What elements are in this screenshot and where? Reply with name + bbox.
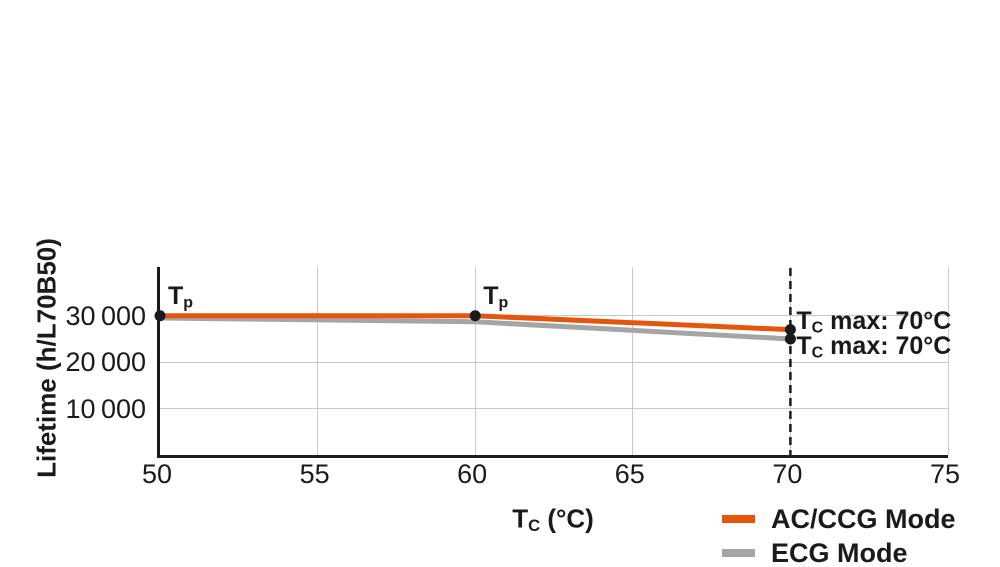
legend-swatch [722,515,755,523]
x-tick-label: 75 [929,459,961,489]
legend-item-ecg-mode: ECG Mode [722,536,956,567]
data-point-marker [784,333,796,345]
legend-label: AC/CCG Mode [771,504,956,534]
x-tick-label: 50 [141,459,173,489]
x-axis-title-main: T [512,503,529,534]
v-gridline [474,267,476,455]
x-tick-label: 65 [614,459,645,489]
v-gridline [632,267,634,455]
x-axis-title-rest: (°C) [540,503,594,534]
tp-label-1: Tp [168,281,194,312]
tc-max-label-1: TC max: 70°C [796,306,952,337]
y-tick-label: 20 000 [65,347,147,378]
h-gridline [160,315,948,317]
x-axis-title-sub: C [528,516,541,536]
tp-label-2: Tp [483,281,509,312]
x-axis-title: TC (°C) [512,504,594,535]
y-tick-label: 30 000 [65,300,147,331]
h-gridline [160,361,948,363]
y-tick-label: 10 000 [65,393,147,424]
series-lines [154,268,796,455]
legend-item-ac-ccg-mode: AC/CCG Mode [722,502,956,536]
v-gridline [947,267,949,455]
h-gridline [160,408,948,410]
plot-area [154,267,949,458]
x-tick-label: 55 [299,459,330,489]
legend: AC/CCG Mode ECG Mode [722,502,956,567]
legend-label: ECG Mode [771,538,908,567]
series-line-ecg-mode [159,315,791,342]
v-gridline [317,267,319,455]
data-point-marker [469,310,481,322]
x-tick-label: 60 [457,459,488,489]
tc-max-label-2: TC max: 70°C [796,331,952,362]
data-point-marker [154,310,166,322]
data-point-marker [784,324,796,336]
x-tick-label: 70 [772,459,803,489]
legend-swatch [722,549,755,557]
